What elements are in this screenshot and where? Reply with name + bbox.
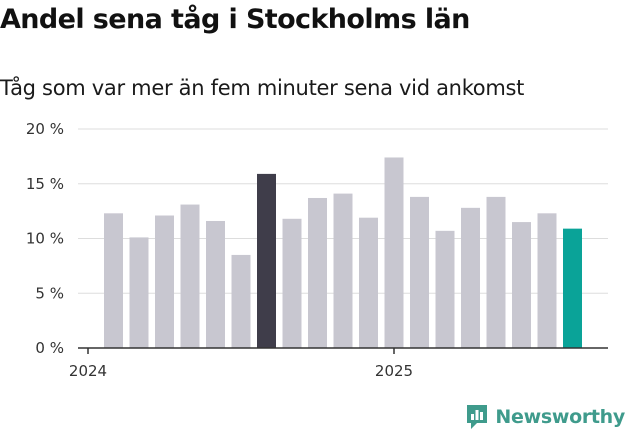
y-tick-label: 10 % [26, 230, 64, 248]
bar-2025-02 [410, 196, 429, 348]
newsworthy-logo-icon [467, 405, 488, 429]
bar-2025-03 [435, 230, 455, 348]
y-tick-label: 5 % [35, 284, 64, 302]
bar-2024-07 [231, 254, 251, 348]
bars [104, 157, 582, 348]
bar-2024-05 [180, 204, 200, 348]
logo-text: Newsworthy [495, 406, 625, 428]
bar-2024-11 [333, 193, 353, 348]
bar-2024-04 [155, 215, 174, 348]
chart-subtitle: Tåg som var mer än fem minuter sena vid … [0, 76, 525, 100]
bar-2025-07 [537, 213, 557, 348]
bar-2025-05 [486, 196, 506, 348]
bar-2024-03 [129, 237, 149, 348]
bar-2024-09 [282, 218, 302, 348]
bar-2024-06 [206, 220, 225, 348]
bar-2025-01 [384, 157, 404, 348]
y-tick-label: 0 % [35, 339, 64, 357]
chart-title: Andel sena tåg i Stockholms län [0, 4, 470, 35]
y-tick-label: 15 % [26, 175, 64, 193]
bar-2025-04 [461, 207, 480, 348]
x-tick-label: 2025 [375, 362, 413, 380]
bar-2024-10 [308, 197, 327, 348]
newsworthy-logo: Newsworthy [465, 401, 625, 433]
y-axis-tick-labels: 0 % 5 % 10 % 15 % 20 % [26, 120, 64, 357]
bar-2024-02 [104, 213, 123, 348]
bar-2024-12 [359, 217, 378, 348]
bar-2025-08 [563, 228, 582, 348]
x-tick-label: 2024 [69, 362, 107, 380]
bar-2025-06 [512, 222, 531, 348]
x-axis: 2024 2025 [69, 347, 608, 380]
y-tick-label: 20 % [26, 120, 64, 138]
bar-2024-08 [257, 173, 276, 348]
